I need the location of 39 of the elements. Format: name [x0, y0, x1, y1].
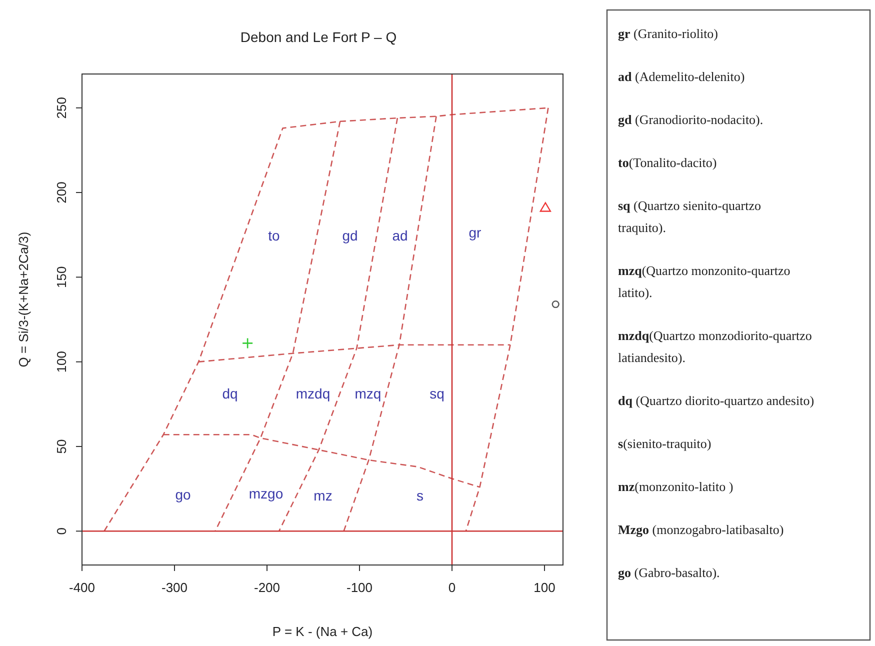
text: mz(monzonito-latito )	[618, 479, 734, 494]
text: gd (Granodiorito-nodacito).	[618, 112, 764, 127]
text: dq (Quartzo diorito-quartzo andesito)	[618, 393, 814, 408]
annotation: mzgo	[248, 486, 284, 502]
y-tick-label: 50	[54, 439, 69, 454]
annotation: go	[175, 486, 191, 503]
annotation: to	[268, 228, 280, 244]
text: to(Tonalito-dacito)	[618, 155, 717, 170]
y-tick-label: 200	[54, 182, 69, 204]
x-tick-label: -200	[254, 580, 280, 595]
annotation: gd	[342, 228, 358, 244]
y-axis-title: Q = Si/3-(K+Na+2Ca/3)	[16, 232, 31, 368]
text: s(sienito-traquito)	[618, 436, 712, 451]
x-axis-title: P = K - (Na + Ca)	[272, 624, 373, 639]
text: go (Gabro-basalto).	[618, 565, 720, 580]
annotation: s	[416, 488, 424, 504]
annotation: gr	[468, 224, 482, 241]
text: Mzgo (monzogabro-latibasalto)	[618, 522, 784, 537]
x-tick-label: -400	[68, 580, 96, 595]
x-tick-label: -300	[161, 580, 188, 595]
y-tick-label: 150	[54, 266, 69, 288]
y-tick-label: 100	[54, 350, 69, 373]
annotation: mz	[314, 488, 332, 504]
annotation: mzq	[354, 386, 382, 402]
text: gr (Granito-riolito)	[618, 26, 718, 41]
x-tick-label: -100	[346, 580, 373, 595]
text: ad (Ademelito-delenito)	[618, 69, 745, 84]
text: mzdq(Quartzo monzodiorito-quartzo latiandesito).	[618, 328, 812, 365]
y-tick-label: 250	[54, 97, 69, 119]
x-tick-label: 0	[448, 580, 456, 595]
text: mzq(Quartzo monzonito-quartzo latito).	[618, 263, 790, 300]
chart-title: Debon and Le Fort P – Q	[240, 29, 397, 45]
annotation: mzdq	[296, 386, 330, 402]
y-tick-label: 0	[54, 528, 69, 535]
annotation: dq	[222, 386, 238, 402]
x-tick-label: 100	[534, 580, 556, 595]
annotation: ad	[392, 228, 408, 244]
annotation: sq	[430, 386, 444, 402]
text: sq (Quartzo sienito-quartzo traquito).	[618, 198, 761, 235]
